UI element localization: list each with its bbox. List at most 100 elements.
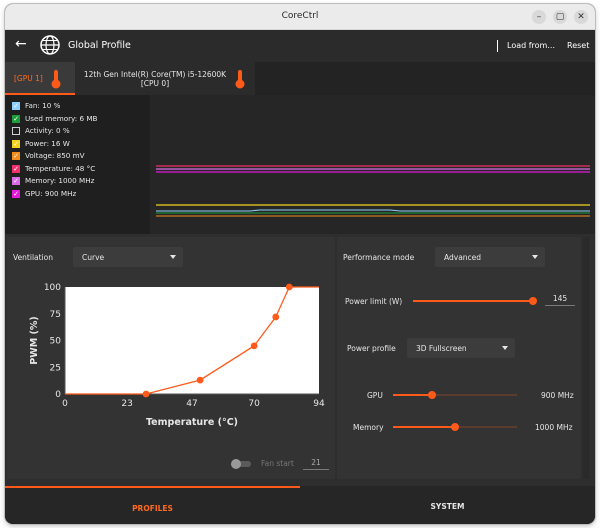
performance-mode-label: Performance mode <box>343 253 415 262</box>
fan-curve-y-tick-label: 75 <box>50 310 61 320</box>
sensor-voltage-label: Voltage: 850 mV <box>25 151 85 160</box>
sensor-gpu-clock-checkbox[interactable]: ✓ <box>12 189 20 198</box>
tab-cpu-0-id: [CPU 0] <box>140 79 170 88</box>
memory-clock-slider-fill <box>393 426 455 428</box>
device-tabs: [GPU 1] 12th Gen Intel(R) Core(TM) i5-12… <box>5 62 595 95</box>
power-profile-value: 3D Fullscreen <box>416 344 467 353</box>
fan-curve-y-tick-label: 100 <box>44 283 61 293</box>
ventilation-panel: Ventilation Curve 0 23 47 70 94 0 25 50 75 100 Tem… <box>7 237 335 479</box>
memory-clock-slider[interactable] <box>393 423 517 431</box>
power-profile-select[interactable]: 3D Fullscreen <box>407 338 515 358</box>
power-limit-slider-handle[interactable] <box>529 297 537 305</box>
controls-scrollbar[interactable] <box>583 237 589 479</box>
power-limit-field[interactable]: 145 <box>545 293 575 306</box>
maximize-button[interactable]: ▢ <box>553 10 567 24</box>
fan-curve-y-tick-label: 25 <box>50 363 61 373</box>
thermometer-icon <box>235 70 245 89</box>
ventilation-mode-value: Curve <box>82 253 105 262</box>
fan-start-toggle[interactable] <box>231 459 251 469</box>
sensor-gpu-clock-label: GPU: 900 MHz <box>25 188 77 198</box>
tab-gpu-1-label: [GPU 1] <box>14 74 43 83</box>
fan-curve-y-tick-label: 50 <box>50 337 62 347</box>
sensor-temperature-label: Temperature: 48 °C <box>25 163 96 173</box>
memory-clock-slider-handle[interactable] <box>451 423 459 431</box>
tab-gpu-1[interactable]: [GPU 1] <box>5 62 75 95</box>
header-divider <box>497 40 498 52</box>
sensor-activity-checkbox[interactable] <box>12 127 20 135</box>
thermometer-icon <box>51 70 61 89</box>
fan-start-field[interactable]: 21 <box>303 457 329 470</box>
tab-system-label: SYSTEM <box>430 502 465 511</box>
power-limit-slider[interactable] <box>413 297 537 305</box>
fan-curve-x-axis-title: Temperature (°C) <box>146 417 238 428</box>
app-window: CoreCtrl – ▢ ✕ ← Global Profile Load fro… <box>5 4 595 524</box>
sensor-memory-clock-checkbox[interactable]: ✓ <box>12 177 20 185</box>
tab-profiles[interactable]: PROFILES <box>5 486 300 524</box>
tab-cpu-0-label: 12th Gen Intel(R) Core(TM) i5-12600K [CP… <box>80 70 230 88</box>
profile-header: ← Global Profile Load from... Reset <box>5 30 595 62</box>
reset-button[interactable]: Reset <box>567 41 590 50</box>
sensor-power-label: Power: 16 W <box>25 138 70 148</box>
gpu-clock-label: GPU <box>367 391 383 400</box>
performance-mode-value: Advanced <box>444 253 482 262</box>
window-title: CoreCtrl <box>281 11 319 21</box>
power-profile-label: Power profile <box>347 344 396 353</box>
chevron-down-icon <box>502 346 508 350</box>
gpu-clock-value: 900 MHz <box>541 391 574 400</box>
fan-curve-y-tick-label: 0 <box>55 390 61 400</box>
title-bar: CoreCtrl – ▢ ✕ <box>5 4 595 30</box>
fan-curve-plot-area <box>65 287 319 394</box>
sensor-activity-label: Activity: 0 % <box>25 126 70 135</box>
chevron-down-icon <box>532 255 538 259</box>
fan-curve-chart[interactable]: 0 23 47 70 94 0 25 50 75 100 Temperature (°C) PWM (… <box>15 281 329 443</box>
tab-profiles-label: PROFILES <box>132 504 173 513</box>
fan-curve-point[interactable] <box>285 283 293 291</box>
controls-area: Ventilation Curve 0 23 47 70 94 0 25 50 75 100 Tem… <box>5 234 595 486</box>
performance-panel: Performance mode Advanced Power limit (W… <box>337 237 581 479</box>
sensor-graph <box>150 95 595 234</box>
fan-curve-x-tick-label: 47 <box>186 399 197 409</box>
sensor-temperature-checkbox[interactable]: ✓ <box>12 164 20 173</box>
gpu-clock-slider-handle[interactable] <box>428 391 436 399</box>
globe-icon <box>40 35 60 55</box>
fan-curve-point[interactable] <box>272 313 280 321</box>
profile-title: Global Profile <box>68 40 131 51</box>
sensor-list: ✓ Fan: 10 % ✓ Used memory: 6 MB Activity… <box>5 95 150 234</box>
sensor-fan-checkbox[interactable]: ✓ <box>12 102 20 110</box>
fan-curve-x-tick-label: 94 <box>313 399 325 409</box>
tab-system[interactable]: SYSTEM <box>300 486 595 524</box>
fan-curve-point[interactable] <box>142 390 150 398</box>
tab-cpu-0[interactable]: 12th Gen Intel(R) Core(TM) i5-12600K [CP… <box>75 62 255 95</box>
gpu-clock-slider[interactable] <box>393 391 517 399</box>
power-limit-slider-fill <box>413 300 533 302</box>
gpu-clock-slider-track <box>393 394 517 396</box>
fan-curve-x-tick-label: 70 <box>248 399 260 409</box>
graph-line-fan <box>156 209 590 212</box>
fan-start-toggle-track <box>231 461 251 467</box>
close-button[interactable]: ✕ <box>574 10 588 24</box>
sensor-power-checkbox[interactable]: ✓ <box>12 139 20 148</box>
fan-curve-point[interactable] <box>250 342 258 350</box>
fan-curve-x-tick-label: 0 <box>62 399 68 409</box>
power-limit-label: Power limit (W) <box>345 297 403 306</box>
load-from-button[interactable]: Load from... <box>507 41 555 50</box>
ventilation-mode-select[interactable]: Curve <box>73 247 183 267</box>
memory-clock-value: 1000 MHz <box>535 423 573 432</box>
back-arrow-icon[interactable]: ← <box>15 36 27 52</box>
fan-start-toggle-knob <box>231 459 241 469</box>
gpu-clock-slider-fill <box>393 394 432 396</box>
ventilation-label: Ventilation <box>13 253 53 262</box>
fan-curve-point[interactable] <box>196 376 204 384</box>
fan-curve-x-tick-label: 23 <box>121 399 132 409</box>
chevron-down-icon <box>170 255 176 259</box>
memory-clock-label: Memory <box>353 423 384 432</box>
tab-cpu-0-name: 12th Gen Intel(R) Core(TM) i5-12600K <box>83 70 227 79</box>
sensor-voltage-checkbox[interactable]: ✓ <box>12 152 20 160</box>
sensor-fan-label: Fan: 10 % <box>25 101 61 110</box>
bottom-tabs: PROFILES SYSTEM <box>5 486 595 524</box>
sensor-memory-clock-label: Memory: 1000 MHz <box>25 176 95 185</box>
sensor-used-memory-checkbox[interactable]: ✓ <box>12 114 20 123</box>
performance-mode-select[interactable]: Advanced <box>435 247 545 267</box>
minimize-button[interactable]: – <box>532 10 546 24</box>
sensor-used-memory-label: Used memory: 6 MB <box>25 113 98 123</box>
